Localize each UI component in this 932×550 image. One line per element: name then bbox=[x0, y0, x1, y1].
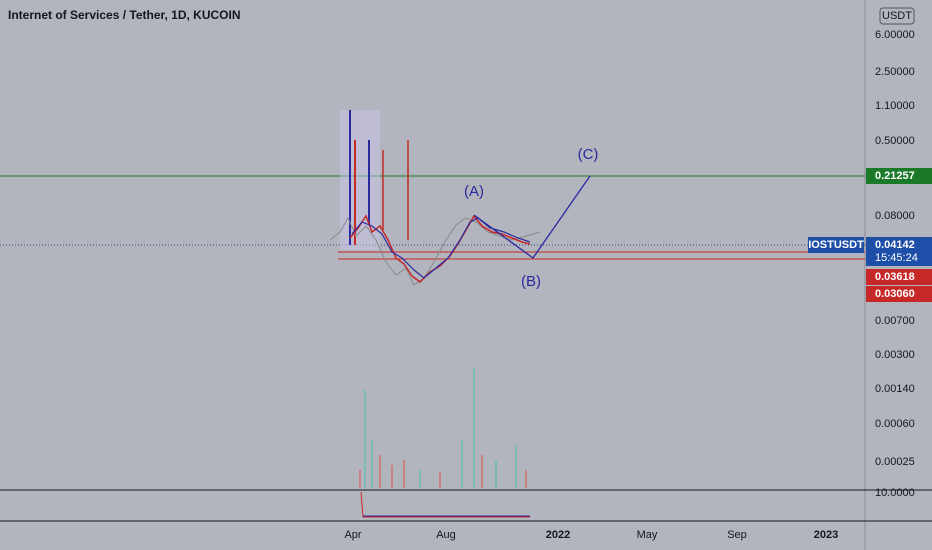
price-tag-label: 0.03060 bbox=[875, 288, 915, 300]
wave-label: (C) bbox=[578, 146, 599, 163]
price-label: 0.08000 bbox=[875, 210, 915, 222]
price-label: 2.50000 bbox=[875, 66, 915, 78]
price-label: 0.00025 bbox=[875, 456, 915, 468]
price-label: 0.00700 bbox=[875, 315, 915, 327]
wave-label: (B) bbox=[521, 273, 541, 290]
price-label: 0.00140 bbox=[875, 383, 915, 395]
price-label: 1.10000 bbox=[875, 100, 915, 112]
wave-label: (A) bbox=[464, 183, 484, 200]
time-label: 2022 bbox=[546, 529, 570, 541]
price-tag bbox=[866, 168, 932, 184]
symbol-tag bbox=[808, 237, 864, 253]
price-tag bbox=[866, 269, 932, 285]
price-tag-label: 0.21257 bbox=[875, 170, 915, 182]
time-label: May bbox=[637, 529, 658, 541]
last-price-label: 0.04142 bbox=[875, 239, 915, 251]
price-series bbox=[329, 110, 591, 286]
symbol-tag-label: IOSTUSDT bbox=[808, 239, 864, 251]
time-label: Sep bbox=[727, 529, 747, 541]
time-label: Aug bbox=[436, 529, 456, 541]
price-label: 0.50000 bbox=[875, 135, 915, 147]
volume-bars bbox=[359, 368, 527, 488]
time-label: 2023 bbox=[814, 529, 838, 541]
price-tag bbox=[866, 237, 932, 266]
chart-title: Internet of Services / Tether, 1D, KUCOI… bbox=[8, 8, 241, 22]
countdown-label: 15:45:24 bbox=[875, 252, 918, 264]
price-tag-label: 0.03618 bbox=[875, 271, 915, 283]
price-label: 0.00300 bbox=[875, 349, 915, 361]
price-tag bbox=[866, 286, 932, 302]
currency-badge[interactable] bbox=[879, 7, 915, 25]
currency-label[interactable]: USDT bbox=[882, 10, 912, 22]
indicator-line bbox=[360, 491, 530, 518]
price-label: 6.00000 bbox=[875, 29, 915, 41]
time-label: Apr bbox=[344, 529, 361, 541]
pane-label: 10.0000 bbox=[875, 487, 915, 499]
price-label: 0.00060 bbox=[875, 418, 915, 430]
